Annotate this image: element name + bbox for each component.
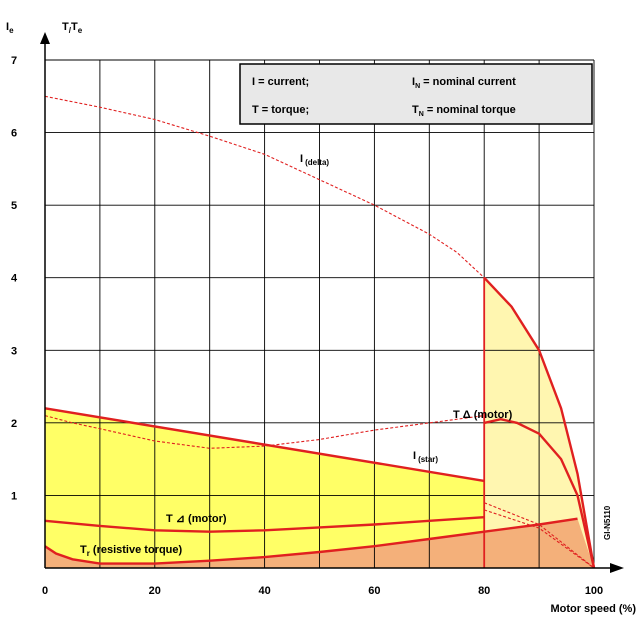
series-i_delta_tail [484,509,595,569]
y-tick-label: 4 [11,273,18,285]
series-t_delta_motor [483,417,596,569]
x-axis-arrow [610,563,624,573]
series-i_star_tail [483,502,595,569]
x-tick-label: 100 [585,585,603,597]
series-t_star_motor [44,516,485,533]
series-delta_envelope [483,276,596,569]
legend-row1-left: I = current; [252,76,309,88]
tick-labels: 0 20 40 60 80 100 1 2 3 4 5 6 7 [11,55,603,597]
label-i-delta: I (delta) [300,153,329,167]
y-tick-label: 1 [11,490,17,502]
y-tick-label: 2 [11,418,17,430]
series-i_star [44,415,485,449]
legend-row2-left: T = torque; [252,104,309,116]
x-tick-label: 40 [258,585,270,597]
x-tick-label: 20 [149,585,161,597]
label-i-star: I (star) [413,450,438,464]
axes [40,32,624,573]
series-lines [44,95,596,569]
fill-resistive-region [45,518,594,568]
y-tick-label: 7 [11,55,17,67]
legend-row1-right: IN = nominal current [412,76,516,90]
y-axis-arrow [40,32,50,44]
x-tick-label: 0 [42,585,48,597]
x-axis-title: Motor speed (%) [550,603,636,615]
legend: I = current; IN = nominal current T = to… [239,63,593,125]
label-t-delta-motor: T Δ (motor) [453,409,513,421]
y-tick-label: 5 [11,200,17,212]
x-tick-label: 60 [368,585,380,597]
y-tick-label: 3 [11,345,17,357]
label-t-resistive: Tr (resistive torque) [80,544,182,558]
figure-code: GI-N5110 [603,505,612,540]
y-tick-label: 6 [11,128,17,140]
y-axis-label-torque: T/Te [62,21,83,35]
series-i_delta [44,95,485,279]
legend-row2-right: TN = nominal torque [412,104,516,118]
label-t-star-motor: T ⊿ (motor) [166,513,227,525]
y-axis-label-current: Ie [6,21,14,35]
legend-box [239,63,593,125]
series-upper_envelope [44,407,485,483]
x-tick-label: 80 [478,585,490,597]
